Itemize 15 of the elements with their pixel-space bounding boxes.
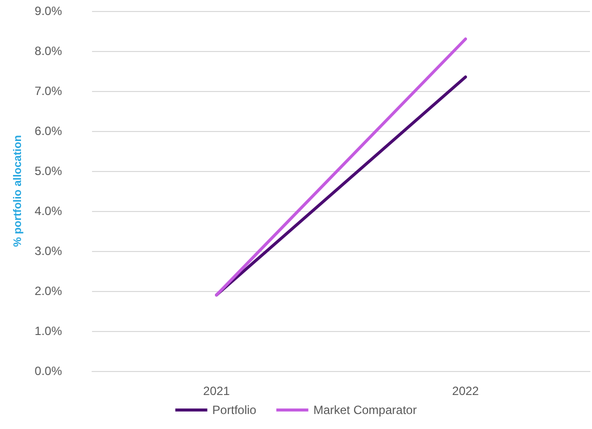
- y-tick-label: 2.0%: [34, 284, 62, 298]
- y-tick-label: 1.0%: [34, 324, 62, 338]
- y-tick-label: 3.0%: [34, 244, 62, 258]
- y-tick-label: 8.0%: [34, 44, 62, 58]
- y-tick-label: 4.0%: [34, 204, 62, 218]
- y-tick-label: 0.0%: [34, 364, 62, 378]
- x-tick-label: 2022: [452, 384, 480, 398]
- y-tick-label: 9.0%: [34, 4, 62, 18]
- legend-label: Market Comparator: [313, 403, 417, 417]
- y-tick-label: 7.0%: [34, 84, 62, 98]
- y-tick-label: 6.0%: [34, 124, 62, 138]
- x-tick-label: 2021: [203, 384, 230, 398]
- legend-label: Portfolio: [212, 403, 257, 417]
- y-axis-title: % portfolio allocation: [12, 134, 24, 247]
- y-tick-label: 5.0%: [34, 164, 62, 178]
